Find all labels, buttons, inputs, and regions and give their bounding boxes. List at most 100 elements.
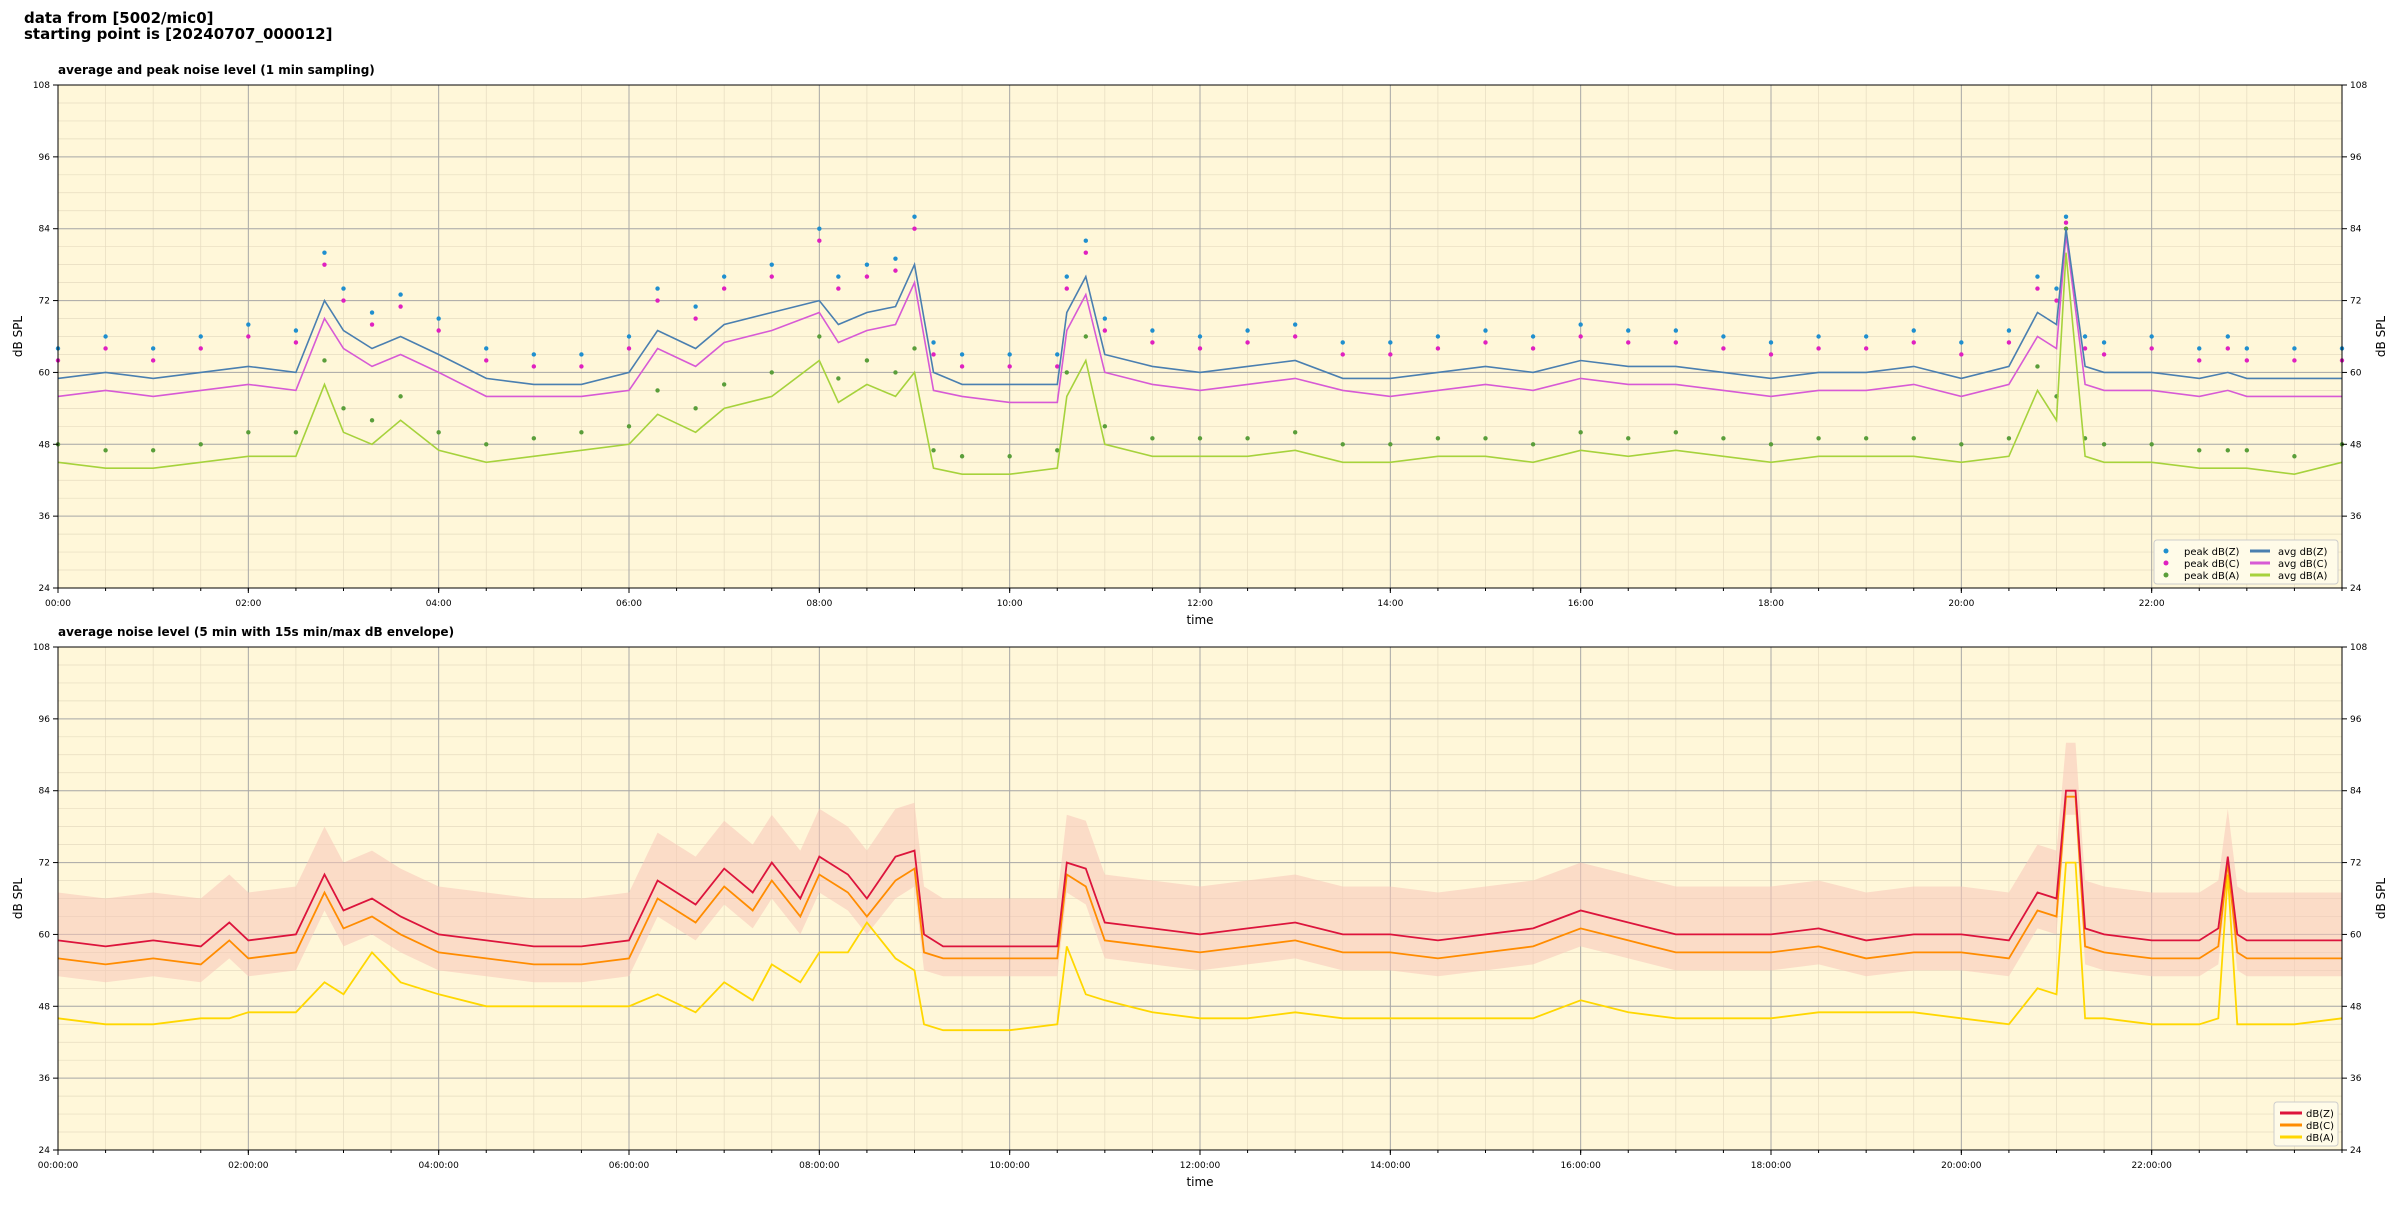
x-tick-label: 22:00:00 xyxy=(2131,1161,2172,1171)
data-point xyxy=(1578,334,1583,339)
legend-label: avg dB(A) xyxy=(2278,571,2328,582)
data-point xyxy=(246,430,251,435)
data-point xyxy=(103,448,108,453)
data-point xyxy=(103,334,108,339)
data-point xyxy=(2197,448,2202,453)
data-point xyxy=(912,226,917,231)
data-point xyxy=(341,286,346,291)
x-tick-label: 14:00:00 xyxy=(1370,1161,1411,1171)
x-tick-label: 10:00:00 xyxy=(989,1161,1030,1171)
legend-label: dB(Z) xyxy=(2306,1109,2334,1120)
x-tick-label: 00:00 xyxy=(45,599,71,609)
data-point xyxy=(912,346,917,351)
x-tick-label: 22:00 xyxy=(2139,599,2165,609)
data-point xyxy=(1245,328,1250,333)
data-point xyxy=(2225,334,2230,339)
data-point xyxy=(693,304,698,309)
x-tick-label: 16:00:00 xyxy=(1560,1161,1601,1171)
data-point xyxy=(2054,298,2059,303)
data-point xyxy=(836,376,841,381)
data-point xyxy=(484,346,489,351)
legend-label: avg dB(C) xyxy=(2278,559,2328,570)
data-point xyxy=(1245,340,1250,345)
data-point xyxy=(2197,358,2202,363)
data-point xyxy=(531,352,537,357)
data-point xyxy=(2063,220,2069,225)
data-point xyxy=(2006,328,2012,333)
series-line-avg-db-a- xyxy=(57,252,2343,476)
y-tick-label-right: 84 xyxy=(2350,787,2362,797)
data-point xyxy=(1340,352,1345,357)
y-tick-label-right: 24 xyxy=(2350,1146,2362,1156)
data-point xyxy=(369,418,375,423)
y-tick-label: 72 xyxy=(39,297,50,307)
data-point xyxy=(398,394,403,399)
y-tick-label-right: 96 xyxy=(2350,153,2362,163)
data-point xyxy=(693,316,698,321)
data-point xyxy=(1340,340,1345,345)
data-point xyxy=(579,430,584,435)
data-point xyxy=(1007,364,1012,369)
data-point xyxy=(959,364,965,369)
data-point xyxy=(484,358,489,363)
legend: peak dB(Z)peak dB(C)peak dB(A)avg dB(Z)a… xyxy=(2153,539,2339,585)
x-tick-label: 18:00:00 xyxy=(1751,1161,1792,1171)
y-tick-label: 96 xyxy=(39,153,51,163)
data-point xyxy=(1816,346,1821,351)
y-tick-label: 48 xyxy=(39,1002,51,1012)
data-point xyxy=(2006,436,2012,441)
y-tick-label-right: 72 xyxy=(2350,297,2361,307)
y-tick-label: 84 xyxy=(39,787,51,797)
data-point xyxy=(1768,352,1774,357)
data-source-text: data from [5002/mic0] xyxy=(24,9,214,27)
data-point xyxy=(721,382,727,387)
data-point xyxy=(198,334,203,339)
data-point xyxy=(1483,436,1488,441)
x-tick-label: 08:00:00 xyxy=(799,1161,840,1171)
data-point xyxy=(246,322,251,327)
series-line-db-z- xyxy=(57,789,2342,948)
data-point xyxy=(1340,442,1345,447)
data-point xyxy=(769,370,774,375)
data-point xyxy=(1102,328,1108,333)
data-point xyxy=(1863,346,1869,351)
data-point xyxy=(1483,340,1488,345)
data-point xyxy=(1626,340,1631,345)
legend-marker xyxy=(2163,548,2169,554)
x-tick-label: 02:00:00 xyxy=(228,1161,269,1171)
data-point xyxy=(817,238,822,243)
data-point xyxy=(341,406,346,411)
data-point xyxy=(893,370,898,375)
data-point xyxy=(103,346,108,351)
data-point xyxy=(1197,436,1203,441)
y-tick-label-right: 108 xyxy=(2350,81,2367,91)
data-point xyxy=(1578,430,1583,435)
y-axis-label: dB SPL xyxy=(11,878,25,920)
page-header: data from [5002/mic0] starting point is … xyxy=(24,10,332,42)
x-tick-label: 06:00 xyxy=(616,599,642,609)
data-point xyxy=(655,388,660,393)
x-axis-label: time xyxy=(1186,1175,1213,1189)
legend-label: avg dB(Z) xyxy=(2278,547,2328,558)
data-point xyxy=(1530,442,1536,447)
data-point xyxy=(2149,442,2154,447)
data-point xyxy=(721,286,727,291)
data-point xyxy=(322,262,327,267)
data-point xyxy=(1673,340,1679,345)
data-point xyxy=(150,448,156,453)
data-point xyxy=(369,322,375,327)
data-point xyxy=(912,214,917,219)
data-point xyxy=(322,358,327,363)
data-point xyxy=(959,454,965,459)
series-line-avg-db-z- xyxy=(57,228,2342,386)
data-point xyxy=(2197,346,2202,351)
y-tick-label-right: 96 xyxy=(2350,715,2362,725)
data-point xyxy=(1768,442,1774,447)
data-point xyxy=(436,328,441,333)
x-axis-label: time xyxy=(1186,613,1213,627)
y-tick-label: 72 xyxy=(39,859,50,869)
data-point xyxy=(893,256,898,261)
data-point xyxy=(959,352,965,357)
data-point xyxy=(579,352,584,357)
y-tick-label-right: 24 xyxy=(2350,584,2362,594)
